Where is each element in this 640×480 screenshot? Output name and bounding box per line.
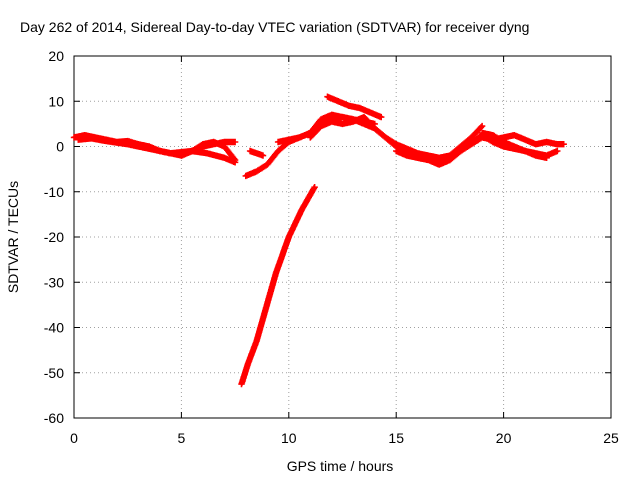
series-arc-d [246,147,267,159]
y-tick-label: -30 [44,274,64,290]
y-tick-label: -40 [44,320,64,336]
series-arc-i [393,132,561,168]
x-tick-label: 25 [603,430,619,446]
y-tick-label: -20 [44,229,64,245]
series-marker-path [324,93,385,121]
series-arc-g [324,93,385,121]
series-marker-path [478,129,550,161]
plot-frame [73,55,612,419]
x-tick-label: 10 [281,430,297,446]
y-tick-label: -60 [44,410,64,426]
x-tick-label: 20 [496,430,512,446]
series-marker-path [246,147,267,159]
series-arc-c [178,138,239,164]
series-marker-path [393,132,561,168]
x-tick-label: 5 [178,430,186,446]
x-tick-label: 0 [70,430,78,446]
series-arc-j [478,129,550,161]
grid-lines [74,56,611,418]
y-axis-label: SDTVAR / TECUs [5,181,21,293]
series-marker-path [238,184,318,388]
x-tick-label: 15 [388,430,404,446]
y-tick-label: 10 [48,93,64,109]
series-arc-k [238,184,318,388]
y-tick-label: 20 [48,48,64,64]
x-axis-label: GPS time / hours [287,458,394,474]
tick-labels: 0 5 10 15 20 25 -60 -50 -40 -30 -20 -10 0 10 20 [44,48,619,446]
chart-title: Day 262 of 2014, Sidereal Day-to-day VTE… [20,19,529,35]
series-marker-path [178,138,239,164]
y-tick-label: -10 [44,184,64,200]
y-tick-label: -50 [44,365,64,381]
data-markers [70,93,567,388]
y-tick-label: 0 [56,139,64,155]
